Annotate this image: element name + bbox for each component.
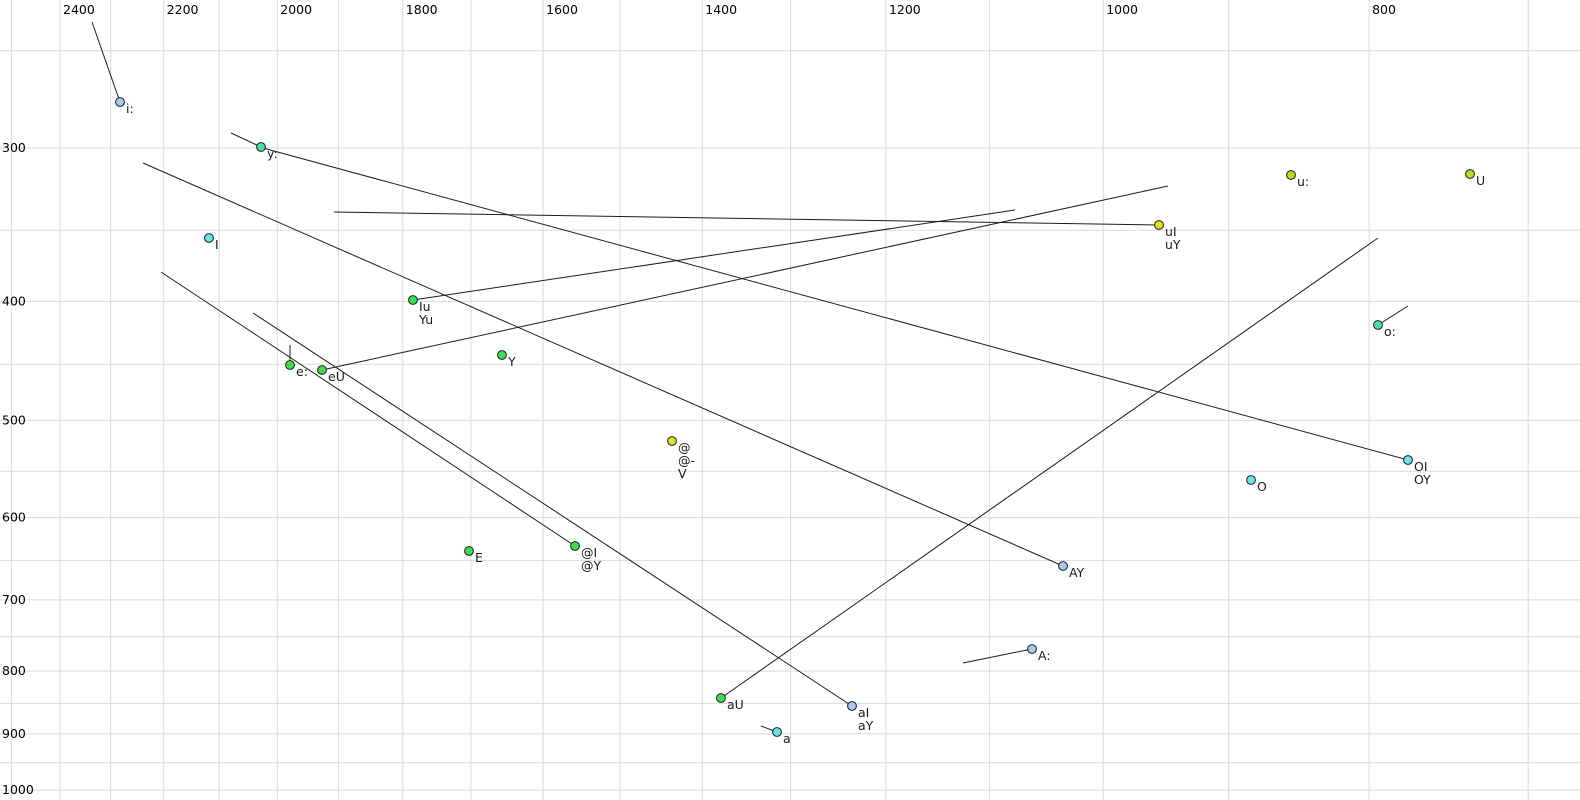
vowel-label-eU: eU (328, 369, 345, 384)
vowel-point-u: (1286, 170, 1296, 180)
x-axis-tick-1200: 1200 (889, 2, 921, 17)
vowel-label-Iu: Iu (419, 299, 431, 314)
vowel-point-i: (115, 97, 125, 107)
trajectory-line-o: (1377, 305, 1409, 326)
trajectory-line-eU (321, 185, 1169, 371)
vowel-label-@Y: @Y (581, 558, 602, 573)
y-axis-tick-800: 800 (2, 663, 26, 678)
vowel-label-@I: @I (581, 545, 597, 560)
vowel-point-Y (497, 350, 507, 360)
y-axis-tick-300: 300 (2, 140, 26, 155)
trajectory-line-uI/uY (333, 211, 1160, 226)
vowel-point-aI (847, 701, 857, 711)
vowel-label-OI: OI (1414, 459, 1428, 474)
y-axis-tick-600: 600 (2, 510, 26, 525)
y-axis-tick-400: 400 (2, 293, 26, 308)
vowel-point-O (1246, 475, 1256, 485)
vowel-label-aU: aU (727, 697, 744, 712)
vowel-point-I (204, 233, 214, 243)
vowel-point-@I (570, 541, 580, 551)
vowel-point-Iu (408, 295, 418, 305)
x-axis-tick-1000: 1000 (1106, 2, 1138, 17)
trajectory-line-AY (142, 162, 1064, 567)
vowel-point-eU (317, 365, 327, 375)
trajectory-line-OI/OY (262, 147, 1409, 461)
vowel-label-e:: e: (296, 364, 308, 379)
vowel-label-@-: @- (678, 453, 695, 468)
y-axis-tick-900: 900 (2, 726, 26, 741)
vowel-label-@: @ (678, 440, 691, 455)
vowel-label-E: E (475, 550, 483, 565)
x-axis-tick-1800: 1800 (406, 2, 438, 17)
y-axis-tick-500: 500 (2, 412, 26, 427)
vowel-label-A:: A: (1038, 648, 1051, 663)
vowel-label-aI: aI (858, 705, 869, 720)
y-axis-tick-700: 700 (2, 592, 26, 607)
vowel-label-V: V (678, 466, 687, 481)
trajectory-line-A: (962, 648, 1033, 664)
trajectory-line-aU (720, 237, 1379, 699)
vowel-point-y: (256, 142, 266, 152)
x-axis-tick-2400: 2400 (63, 2, 95, 17)
vowel-label-OY: OY (1414, 472, 1431, 487)
vowel-label-y:: y: (267, 146, 278, 161)
vowel-label-a: a (783, 731, 791, 746)
vowel-point-E (464, 546, 474, 556)
vowel-label-I: I (215, 237, 219, 252)
y-axis-tick-1000: 1000 (2, 782, 34, 797)
x-axis-tick-1600: 1600 (546, 2, 578, 17)
trajectory-lines (91, 21, 1409, 733)
trajectory-line-i: (91, 21, 121, 103)
vowel-label-AY: AY (1069, 565, 1085, 580)
trajectory-line-aI/aY (252, 312, 853, 707)
vowel-point-e: (285, 360, 295, 370)
vowel-label-uI: uI (1165, 224, 1177, 239)
vowel-point-OI (1403, 455, 1413, 465)
vowel-point-o: (1373, 320, 1383, 330)
trajectory-line-y: (230, 132, 262, 148)
x-axis-tick-800: 800 (1372, 2, 1396, 17)
vowel-point-a (772, 727, 782, 737)
trajectory-line-Iu/Yu (412, 209, 1016, 301)
vowel-point-uI (1154, 220, 1164, 230)
vowel-label-Yu: Yu (418, 312, 433, 327)
vowel-label-O: O (1257, 479, 1267, 494)
vowel-point-aU (716, 693, 726, 703)
vowel-point-U (1465, 169, 1475, 179)
vowel-label-Y: Y (507, 354, 516, 369)
vowel-label-uY: uY (1165, 237, 1181, 252)
vowel-point-A: (1027, 644, 1037, 654)
x-axis-tick-2000: 2000 (280, 2, 312, 17)
x-axis-tick-1400: 1400 (705, 2, 737, 17)
vowel-label-U: U (1476, 173, 1485, 188)
vowel-label-o:: o: (1384, 324, 1396, 339)
x-axis-tick-2200: 2200 (167, 2, 199, 17)
vowel-point-AY (1058, 561, 1068, 571)
vowel-label-u:: u: (1297, 174, 1309, 189)
vowel-label-i:: i: (126, 101, 134, 116)
trajectory-line-@I/@Y (160, 271, 576, 547)
vowel-label-aY: aY (858, 718, 874, 733)
vowel-points (115, 97, 1475, 737)
axis-ticks: 2400 2200 2000 1800 1600 1400 1200 1000 800 300 40… (2, 2, 1396, 797)
vowel-point-@ (667, 436, 677, 446)
